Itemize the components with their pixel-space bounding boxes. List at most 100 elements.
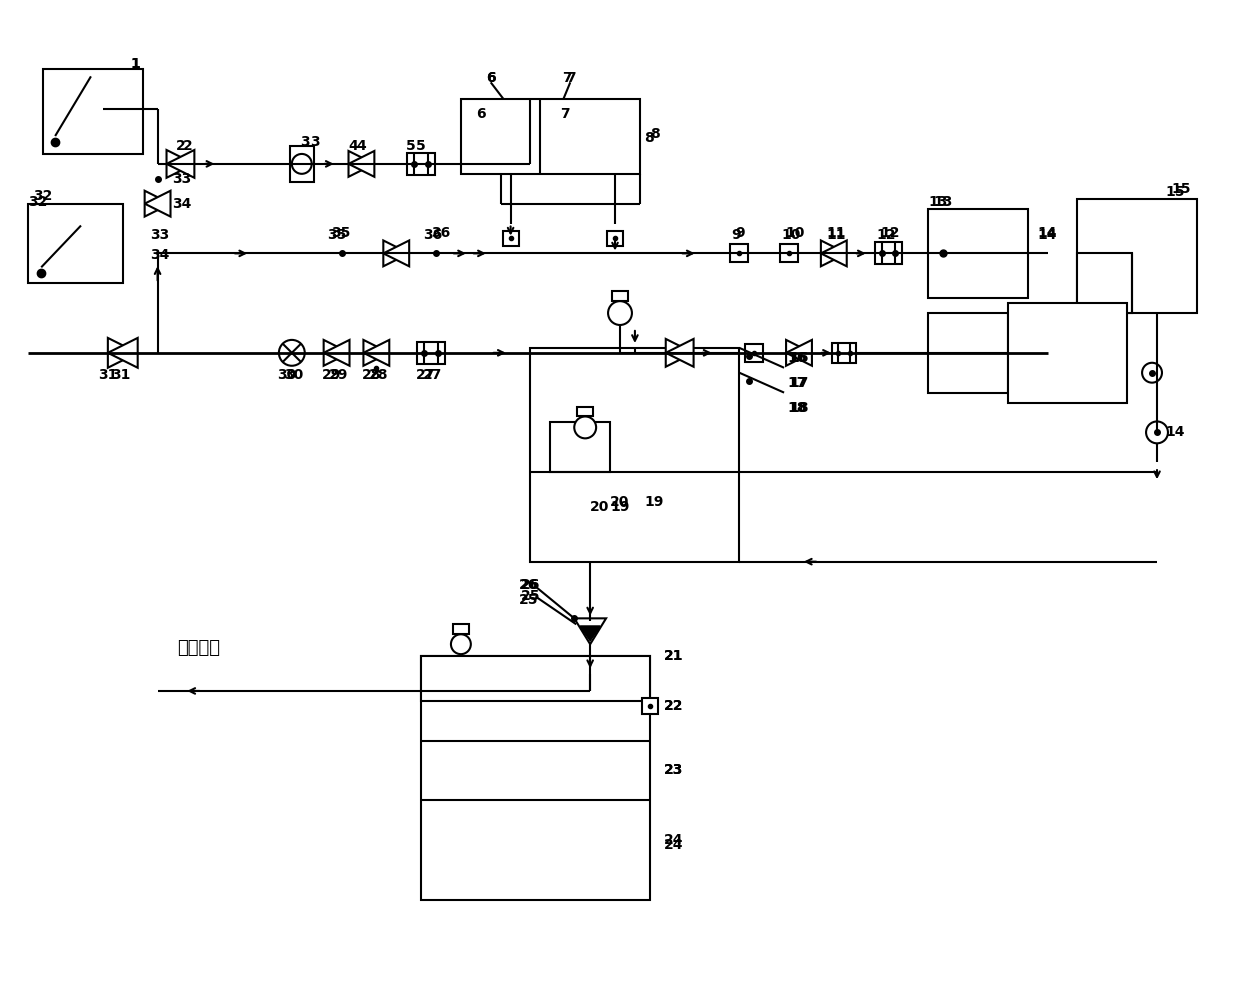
Text: 2: 2: [176, 139, 185, 153]
Bar: [453, 624, 469, 634]
Bar: [551, 423, 610, 472]
Text: 3: 3: [300, 135, 310, 149]
Text: 8: 8: [650, 127, 660, 141]
Polygon shape: [821, 240, 847, 267]
Bar: [531, 348, 739, 562]
Text: 17: 17: [787, 376, 806, 390]
Bar: [1078, 198, 1197, 313]
Text: 26: 26: [518, 577, 538, 591]
Text: 6: 6: [486, 71, 495, 85]
Polygon shape: [363, 340, 389, 366]
Text: 35: 35: [326, 228, 346, 242]
Text: 4: 4: [348, 139, 358, 153]
Text: 32: 32: [33, 188, 52, 202]
Text: 10: 10: [781, 228, 801, 242]
Text: 18: 18: [789, 401, 808, 415]
Bar: [502, 230, 518, 246]
Text: 14: 14: [1038, 228, 1058, 242]
Text: 4: 4: [357, 139, 366, 153]
Text: 31: 31: [98, 368, 118, 382]
Polygon shape: [666, 339, 693, 367]
Text: 13: 13: [934, 194, 952, 208]
Bar: [608, 230, 622, 246]
Polygon shape: [324, 340, 350, 366]
Bar: [417, 342, 445, 364]
Text: 35: 35: [331, 226, 351, 240]
Text: 6: 6: [476, 107, 485, 121]
Text: 16: 16: [789, 351, 808, 365]
Polygon shape: [580, 626, 600, 640]
Text: 34: 34: [172, 196, 192, 210]
Polygon shape: [574, 618, 606, 644]
Text: 2: 2: [182, 139, 192, 153]
Text: 33: 33: [150, 228, 170, 242]
Text: 36: 36: [423, 228, 443, 242]
Circle shape: [1146, 422, 1168, 443]
Text: 12: 12: [877, 228, 897, 242]
Text: 20: 20: [610, 495, 630, 509]
Bar: [642, 698, 657, 713]
Polygon shape: [666, 339, 693, 367]
Text: 33: 33: [172, 171, 192, 185]
Text: 15: 15: [1164, 184, 1184, 198]
Text: 31: 31: [110, 368, 130, 382]
Circle shape: [291, 154, 311, 173]
Text: 29: 29: [321, 368, 341, 382]
Text: 14: 14: [1038, 226, 1058, 240]
Text: 7: 7: [560, 107, 570, 121]
Text: 1: 1: [130, 57, 140, 71]
Text: 34: 34: [150, 248, 170, 263]
Text: 28: 28: [361, 368, 381, 382]
Text: 6: 6: [486, 71, 495, 85]
Text: 7: 7: [562, 71, 572, 85]
Text: 22: 22: [663, 698, 683, 712]
Circle shape: [1142, 363, 1162, 383]
Text: 19: 19: [610, 500, 630, 514]
Bar: [1078, 254, 1132, 313]
Bar: [874, 242, 903, 265]
Bar: [1008, 303, 1127, 403]
Text: 20: 20: [590, 500, 610, 514]
Text: 24: 24: [663, 838, 683, 852]
Polygon shape: [383, 240, 409, 267]
Bar: [578, 407, 593, 417]
Polygon shape: [145, 190, 171, 216]
Text: 5: 5: [407, 139, 417, 153]
Polygon shape: [108, 338, 138, 368]
Text: 9: 9: [735, 226, 745, 240]
Text: 18: 18: [787, 401, 806, 415]
Text: 27: 27: [417, 368, 435, 382]
Polygon shape: [363, 340, 389, 366]
Text: 9: 9: [732, 228, 742, 242]
Circle shape: [451, 634, 471, 654]
Bar: [29, 203, 123, 284]
Bar: [290, 146, 314, 181]
Text: 21: 21: [663, 649, 683, 663]
Text: 25: 25: [521, 589, 541, 603]
Text: 19: 19: [645, 495, 665, 509]
Polygon shape: [166, 150, 195, 177]
Bar: [730, 244, 748, 263]
Bar: [780, 244, 799, 263]
Polygon shape: [166, 150, 195, 177]
Polygon shape: [348, 151, 374, 176]
Text: 30: 30: [284, 368, 303, 382]
Text: 8: 8: [644, 131, 653, 145]
Text: 27: 27: [423, 368, 443, 382]
Text: 29: 29: [329, 368, 348, 382]
Text: 1: 1: [130, 57, 140, 71]
Text: 糖液处理: 糖液处理: [177, 639, 221, 657]
Polygon shape: [145, 190, 171, 216]
Bar: [929, 208, 1028, 299]
Circle shape: [608, 302, 632, 325]
Text: 7: 7: [567, 71, 575, 85]
Text: 11: 11: [827, 228, 847, 242]
Text: 30: 30: [277, 368, 296, 382]
Bar: [422, 656, 650, 700]
Text: 15: 15: [1172, 181, 1192, 195]
Text: 26: 26: [521, 577, 539, 591]
Circle shape: [279, 340, 305, 366]
Polygon shape: [786, 340, 812, 366]
Bar: [422, 656, 650, 900]
Text: 25: 25: [518, 593, 538, 607]
